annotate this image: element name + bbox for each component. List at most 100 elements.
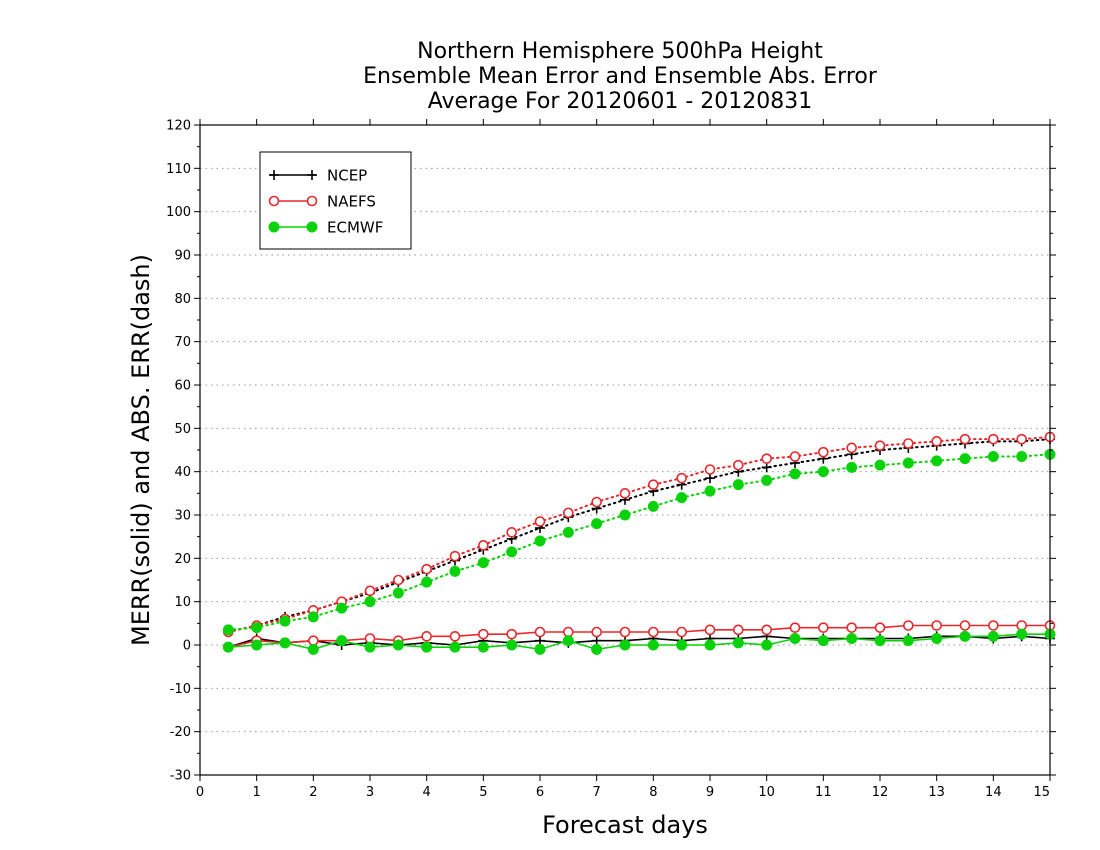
point-ecmwf-merr: [336, 635, 348, 647]
point-naefs-merr: [704, 624, 716, 636]
x-axis-ticks: 0 1 2 3 4 5 6 7 8 9 10 11 12 13 14 15: [196, 119, 1051, 800]
point-ecmwf-merr: [421, 641, 433, 653]
point-naefs-merr: [619, 626, 631, 638]
point-naefs-merr: [789, 622, 801, 633]
point-ecmwf-abs-err: [846, 461, 858, 473]
point-ecmwf-merr: [279, 637, 291, 649]
x-tick-label: 8: [649, 785, 657, 800]
point-ecmwf-merr: [761, 639, 773, 651]
point-naefs-merr: [874, 622, 886, 633]
point-ecmwf-merr: [1016, 628, 1028, 640]
y-tick-label: -20: [170, 725, 191, 740]
point-ecmwf-merr: [647, 639, 659, 651]
point-ecmwf-abs-err: [279, 615, 291, 627]
point-naefs-abs-err: [478, 540, 489, 551]
point-ecmwf-abs-err: [732, 479, 744, 491]
point-ecmwf-abs-err: [591, 518, 603, 530]
point-naefs-merr: [506, 628, 517, 640]
point-ecmwf-merr: [931, 633, 943, 644]
x-tick-label: 4: [423, 785, 431, 800]
legend: NCEP NAEFS ECMWF: [259, 151, 412, 250]
point-naefs-abs-err: [733, 459, 744, 471]
point-naefs-abs-err: [648, 479, 659, 490]
point-naefs-merr: [563, 626, 574, 638]
x-tick-label: 10: [758, 785, 775, 800]
title-line-1: Northern Hemisphere 500hPa Height: [417, 39, 823, 64]
point-naefs-merr: [676, 626, 687, 638]
x-axis-label: Forecast days: [542, 811, 708, 839]
point-naefs-abs-err: [421, 563, 432, 575]
point-ecmwf-abs-err: [704, 485, 716, 497]
point-naefs-merr: [903, 620, 914, 631]
x-tick-label: 1: [253, 785, 261, 800]
point-naefs-merr: [931, 620, 942, 631]
point-ecmwf-merr: [364, 641, 376, 653]
point-ecmwf-abs-err: [534, 535, 546, 547]
x-tick-label: 12: [872, 785, 889, 800]
legend-marker-ecmwf: [306, 221, 318, 233]
point-ecmwf-abs-err: [506, 546, 518, 558]
point-naefs-merr: [449, 631, 461, 642]
point-naefs-merr: [846, 622, 857, 633]
legend-item-naefs: NAEFS: [268, 193, 376, 211]
point-ecmwf-abs-err: [959, 453, 971, 465]
point-naefs-abs-err: [761, 453, 772, 464]
point-ecmwf-merr: [506, 639, 518, 651]
title-line-2: Ensemble Mean Error and Ensemble Abs. Er…: [363, 64, 878, 89]
point-ecmwf-abs-err: [987, 451, 999, 462]
point-ecmwf-abs-err: [421, 576, 433, 588]
y-tick-label: 70: [174, 335, 191, 350]
point-naefs-abs-err: [591, 496, 602, 508]
point-ecmwf-merr: [449, 641, 461, 653]
point-naefs-abs-err: [393, 574, 404, 586]
series-ecmwf-abs-err: [222, 448, 1056, 636]
y-axis-ticks: -30 -20 -10 0 10 20 30 40 50 60 70 80 90 100 110 120: [166, 119, 1056, 784]
x-tick-label: 14: [985, 785, 1002, 800]
point-naefs-abs-err: [619, 488, 631, 499]
point-naefs-abs-err: [959, 433, 971, 445]
point-ncep-abs-err: [761, 462, 772, 473]
title-line-3: Average For 20120601 - 20120831: [428, 89, 813, 114]
legend-label-naefs: NAEFS: [327, 193, 376, 211]
chart-title: Northern Hemisphere 500hPa Height Ensemb…: [363, 39, 878, 114]
legend-marker-ncep: [307, 170, 317, 180]
point-naefs-abs-err: [818, 446, 829, 458]
point-ecmwf-merr: [251, 639, 263, 651]
point-naefs-merr: [733, 624, 744, 636]
point-ecmwf-merr: [222, 641, 234, 653]
point-naefs-merr: [421, 631, 432, 642]
y-tick-label: -10: [170, 682, 191, 697]
legend-marker-ecmwf: [268, 221, 280, 233]
point-naefs-merr: [818, 622, 829, 633]
point-ecmwf-merr: [562, 635, 574, 647]
legend-label-ecmwf: ECMWF: [327, 219, 383, 237]
legend-label-ncep: NCEP: [327, 167, 367, 185]
legend-marker-naefs: [268, 195, 280, 207]
point-ncep-abs-err: [705, 473, 715, 484]
point-ecmwf-abs-err: [222, 624, 234, 636]
y-tick-label: 0: [183, 639, 191, 654]
x-tick-label: 11: [815, 785, 832, 800]
point-ecmwf-merr: [846, 633, 858, 644]
point-ecmwf-merr: [307, 643, 319, 655]
point-ecmwf-abs-err: [307, 611, 319, 623]
point-ecmwf-merr: [732, 637, 744, 649]
point-ecmwf-abs-err: [789, 468, 801, 480]
y-axis-label: MERR(solid) and ABS. ERR(dash): [127, 254, 155, 646]
point-ecmwf-abs-err: [619, 509, 631, 521]
point-ecmwf-abs-err: [874, 459, 886, 471]
plot-series: [222, 431, 1056, 655]
legend-marker-ncep: [269, 170, 279, 180]
point-naefs-merr: [959, 620, 971, 631]
point-naefs-abs-err: [903, 438, 914, 449]
point-ecmwf-merr: [392, 639, 404, 651]
point-naefs-merr: [478, 628, 489, 640]
legend-item-ncep: NCEP: [269, 167, 367, 185]
x-tick-label: 15: [1033, 785, 1050, 800]
point-ecmwf-abs-err: [902, 457, 914, 469]
point-ecmwf-abs-err: [761, 474, 773, 486]
y-tick-label: 10: [174, 595, 191, 610]
point-naefs-merr: [308, 635, 319, 646]
